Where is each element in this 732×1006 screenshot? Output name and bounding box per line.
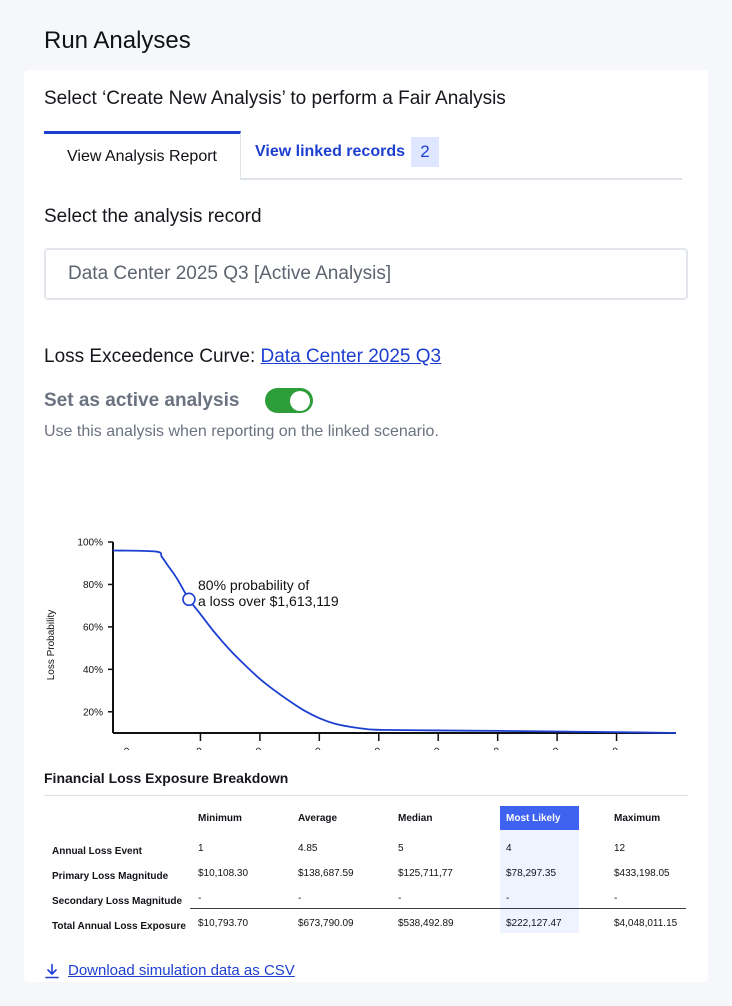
y-tick-label: 60% (83, 622, 103, 633)
loss-curve-heading-label: Loss Exceedence Curve: (44, 346, 256, 367)
table-cell: - (198, 893, 202, 904)
analysis-card: Select ‘Create New Analysis’ to perform … (24, 70, 708, 982)
table-cell: 4 (506, 843, 512, 854)
column-header-most-likely: Most Likely (500, 806, 579, 830)
x-tick-label: $2,000,000 (155, 746, 205, 750)
x-tick-label: $8,000,000 (333, 746, 383, 750)
download-icon (45, 963, 59, 978)
table-cell: $4,048,011.15 (614, 918, 678, 929)
table-cell: - (298, 893, 302, 904)
annotation-point (182, 592, 196, 607)
active-analysis-row: Set as active analysis (44, 388, 314, 413)
tab-bar: View Analysis Report View linked records… (44, 131, 682, 180)
table-cell: - (614, 893, 618, 904)
annotation-label: 80% probability of (198, 577, 309, 593)
row-label: Secondary Loss Magnitude (52, 896, 183, 907)
x-tick-label: $6,000,000 (274, 746, 324, 750)
card-subtitle: Select ‘Create New Analysis’ to perform … (44, 88, 506, 109)
most-likely-column-highlight (500, 830, 579, 933)
table-cell: $673,790.09 (298, 918, 354, 929)
row-label: Primary Loss Magnitude (52, 871, 169, 882)
column-header: Average (298, 813, 338, 824)
table-cell: $10,793.70 (198, 918, 249, 929)
y-tick-label: 80% (83, 580, 103, 591)
select-record-label: Select the analysis record (44, 206, 262, 227)
active-analysis-helper-text: Use this analysis when reporting on the … (44, 423, 439, 440)
breakdown-divider (44, 795, 688, 796)
download-csv-link[interactable]: Download simulation data as CSV (44, 962, 295, 979)
row-label: Total Annual Loss Exposure (52, 921, 186, 932)
table-cell: $538,492.89 (398, 918, 454, 929)
toggle-knob (290, 390, 311, 411)
table-cell: $10,108.30 (198, 868, 249, 879)
y-axis-title: Loss Probability (46, 610, 57, 681)
table-cell: - (506, 893, 510, 904)
active-analysis-toggle[interactable] (265, 388, 314, 413)
loss-exceedance-chart: 100% 80% 60% 40% 20% $0 $2,000,000 $4,000,000 $6… (46, 538, 677, 750)
active-analysis-label: Set as active analysis (44, 389, 240, 411)
x-tick-label: $0 (118, 746, 133, 750)
row-label: Annual Loss Event (52, 846, 143, 857)
page-title: Run Analyses (44, 27, 191, 54)
y-tick-label: 40% (83, 665, 103, 676)
table-cell: 12 (614, 843, 626, 854)
table-cell: 4.85 (298, 843, 318, 854)
column-header: Median (398, 813, 433, 824)
table-total-divider (190, 908, 686, 909)
table-cell: $125,711,77 (398, 868, 453, 879)
x-tick-label: $14,000,000 (506, 746, 561, 750)
table-cell: 5 (398, 843, 404, 854)
table-cell: $222,127.47 (506, 918, 562, 929)
x-tick-label: $10,000,000 (387, 746, 442, 750)
loss-exceedance-curve (112, 549, 677, 734)
table-cell: $78,297.35 (506, 868, 557, 879)
table-cell: $138,687.59 (298, 868, 354, 879)
tab-view-linked-records-label: View linked records (255, 143, 405, 160)
column-header: Maximum (614, 813, 661, 824)
table-cell: $433,198.05 (614, 868, 670, 879)
analysis-record-select[interactable]: Data Center 2025 Q3 [Active Analysis] (44, 248, 688, 300)
x-tick-label: $12,000,000 (447, 746, 502, 750)
linked-records-count-badge: 2 (411, 137, 439, 167)
y-tick-label: 100% (77, 538, 103, 549)
breakdown-table: Minimum Average Median Most Likely Maximum An… (44, 806, 688, 934)
x-tick-label: $16,000,000 (566, 746, 621, 750)
annotation-label: a loss over $1,613,119 (198, 593, 339, 609)
breakdown-title: Financial Loss Exposure Breakdown (44, 770, 289, 786)
table-cell: - (398, 893, 402, 904)
tab-view-linked-records[interactable]: View linked records 2 (255, 136, 439, 168)
analysis-record-link[interactable]: Data Center 2025 Q3 (260, 346, 442, 367)
column-header: Minimum (198, 813, 242, 824)
table-cell: 1 (198, 843, 204, 854)
y-tick-label: 20% (83, 707, 103, 718)
download-csv-label: Download simulation data as CSV (68, 962, 295, 979)
loss-curve-heading: Loss Exceedence Curve: Data Center 2025 … (44, 346, 441, 368)
tab-view-analysis-report[interactable]: View Analysis Report (44, 131, 241, 180)
analysis-record-value: Data Center 2025 Q3 [Active Analysis] (68, 263, 392, 284)
x-tick-label: $4,000,000 (214, 746, 264, 750)
